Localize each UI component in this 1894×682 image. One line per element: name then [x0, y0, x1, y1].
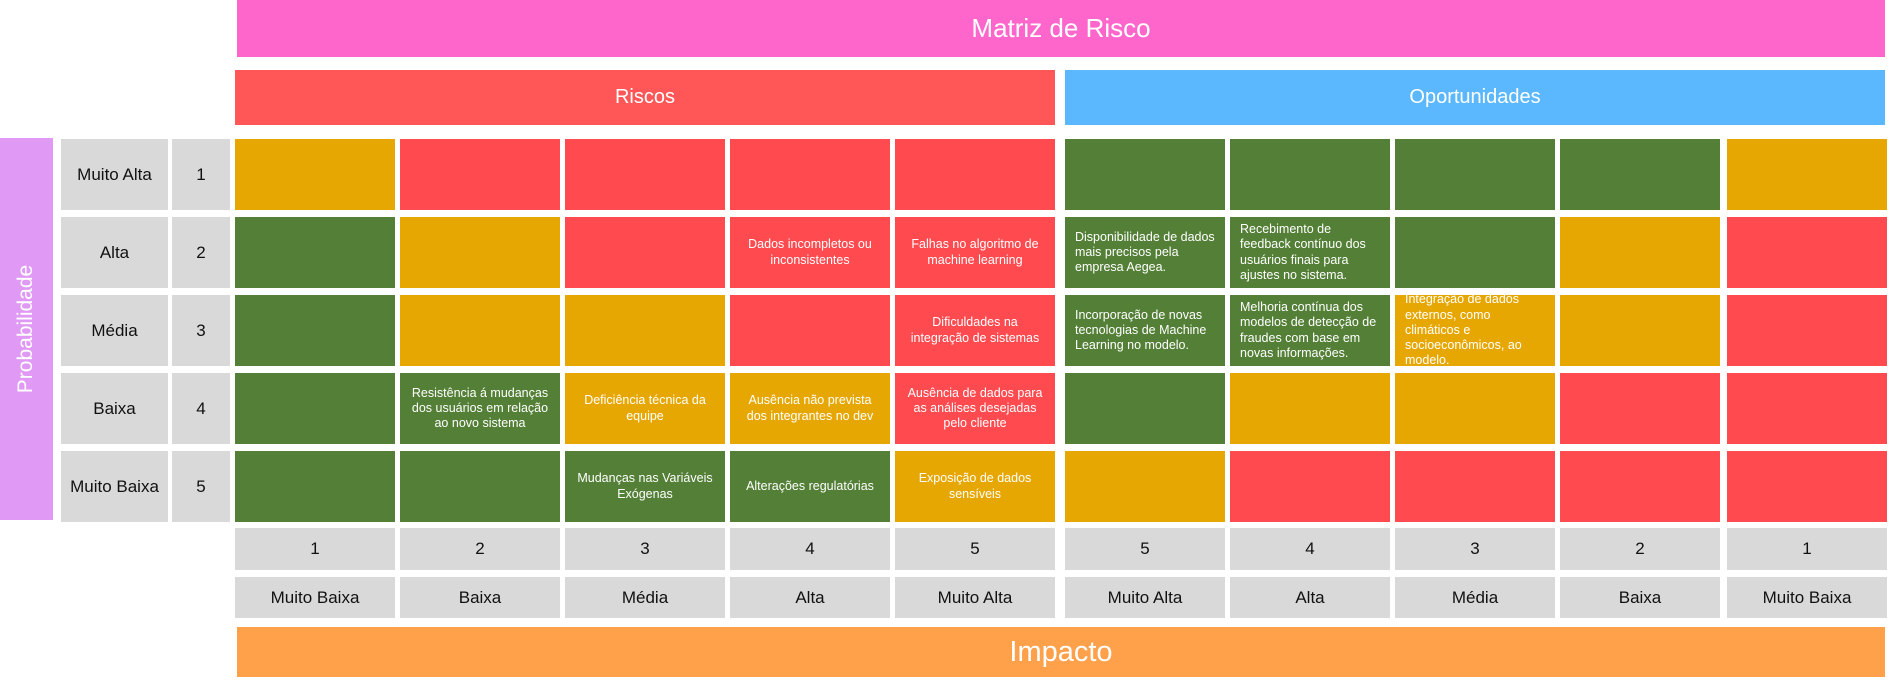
probability-label: Muito Alta [61, 139, 168, 210]
matrix-cell [1230, 451, 1390, 522]
matrix-cell: Ausência não prevista dos integrantes no… [730, 373, 890, 444]
page-title: Matriz de Risco [971, 13, 1151, 43]
impact-number: 1 [235, 528, 395, 570]
matrix-cell [1395, 217, 1555, 288]
matrix-cell: Dados incompletos ou inconsistentes [730, 217, 890, 288]
matrix-cell: Deficiência técnica da equipe [565, 373, 725, 444]
probability-label: Alta [61, 217, 168, 288]
probability-number: 5 [172, 451, 230, 522]
matrix-cell [1560, 373, 1720, 444]
matrix-cell [1727, 295, 1887, 366]
riscos-header: Riscos [235, 70, 1055, 125]
matrix-cell [400, 217, 560, 288]
matrix-cell: Incorporação de novas tecnologias de Mac… [1065, 295, 1225, 366]
matrix-cell [1395, 373, 1555, 444]
impacto-label: Impacto [1009, 635, 1113, 668]
probability-number: 3 [172, 295, 230, 366]
matrix-cell [1395, 139, 1555, 210]
matrix-cell [235, 139, 395, 210]
matrix-cell [1560, 451, 1720, 522]
matrix-cell [1560, 217, 1720, 288]
probability-number: 2 [172, 217, 230, 288]
impact-number: 3 [1395, 528, 1555, 570]
matrix-cell: Recebimento de feedback contínuo dos usu… [1230, 217, 1390, 288]
probability-number: 1 [172, 139, 230, 210]
matrix-cell [1727, 139, 1887, 210]
matrix-cell: Melhoria contínua dos modelos de detecçã… [1230, 295, 1390, 366]
matrix-cell [1727, 217, 1887, 288]
matrix-cell [235, 451, 395, 522]
matrix-cell: Mudanças nas Variáveis Exógenas [565, 451, 725, 522]
probability-label: Média [61, 295, 168, 366]
impact-label: Muito Alta [895, 577, 1055, 618]
probability-number: 4 [172, 373, 230, 444]
impact-label: Muito Baixa [235, 577, 395, 618]
impact-label: Média [1395, 577, 1555, 618]
matrix-cell [1395, 451, 1555, 522]
matrix-cell [565, 217, 725, 288]
impact-number: 5 [895, 528, 1055, 570]
impact-number: 4 [1230, 528, 1390, 570]
matrix-cell: Falhas no algoritmo de machine learning [895, 217, 1055, 288]
matrix-cell [730, 295, 890, 366]
impact-number: 2 [400, 528, 560, 570]
matrix-cell [1065, 139, 1225, 210]
impact-number: 5 [1065, 528, 1225, 570]
matrix-cell: Resistência á mudanças dos usuários em r… [400, 373, 560, 444]
matrix-cell [1230, 139, 1390, 210]
matrix-cell [235, 217, 395, 288]
impact-label: Alta [1230, 577, 1390, 618]
matrix-cell: Dificuldades na integração de sistemas [895, 295, 1055, 366]
probability-label: Baixa [61, 373, 168, 444]
oportunidades-header: Oportunidades [1065, 70, 1885, 125]
oportunidades-label: Oportunidades [1409, 86, 1541, 108]
matrix-cell [400, 139, 560, 210]
title-banner: Matriz de Risco [237, 0, 1885, 57]
matrix-cell [565, 295, 725, 366]
matrix-cell [730, 139, 890, 210]
impact-label: Alta [730, 577, 890, 618]
matrix-cell: Integração de dados externos, como climá… [1395, 292, 1555, 367]
matrix-cell [235, 373, 395, 444]
impact-number: 2 [1560, 528, 1720, 570]
matrix-cell [565, 139, 725, 210]
matrix-cell [1560, 295, 1720, 366]
matrix-cell [1065, 373, 1225, 444]
impact-number: 4 [730, 528, 890, 570]
impact-label: Baixa [400, 577, 560, 618]
matrix-cell: Alterações regulatórias [730, 451, 890, 522]
impact-number: 1 [1727, 528, 1887, 570]
matrix-cell [400, 295, 560, 366]
matrix-cell [1065, 451, 1225, 522]
matrix-cell [235, 295, 395, 366]
impact-number: 3 [565, 528, 725, 570]
probabilidade-band: Probabilidade [0, 138, 53, 520]
matrix-cell: Exposição de dados sensíveis [895, 451, 1055, 522]
matrix-cell [400, 451, 560, 522]
probabilidade-label: Probabilidade [14, 264, 38, 394]
matrix-cell [1560, 139, 1720, 210]
matrix-cell [1727, 451, 1887, 522]
impact-label: Baixa [1560, 577, 1720, 618]
probability-label: Muito Baixa [61, 451, 168, 522]
impact-label: Muito Baixa [1727, 577, 1887, 618]
matrix-cell [1727, 373, 1887, 444]
riscos-label: Riscos [614, 86, 675, 108]
matrix-cell: Disponibilidade de dados mais precisos p… [1065, 217, 1225, 288]
matrix-cell [1230, 373, 1390, 444]
impacto-band: Impacto [237, 627, 1885, 677]
impact-label: Média [565, 577, 725, 618]
matrix-cell: Ausência de dados para as análises desej… [895, 373, 1055, 444]
matrix-cell [895, 139, 1055, 210]
impact-label: Muito Alta [1065, 577, 1225, 618]
